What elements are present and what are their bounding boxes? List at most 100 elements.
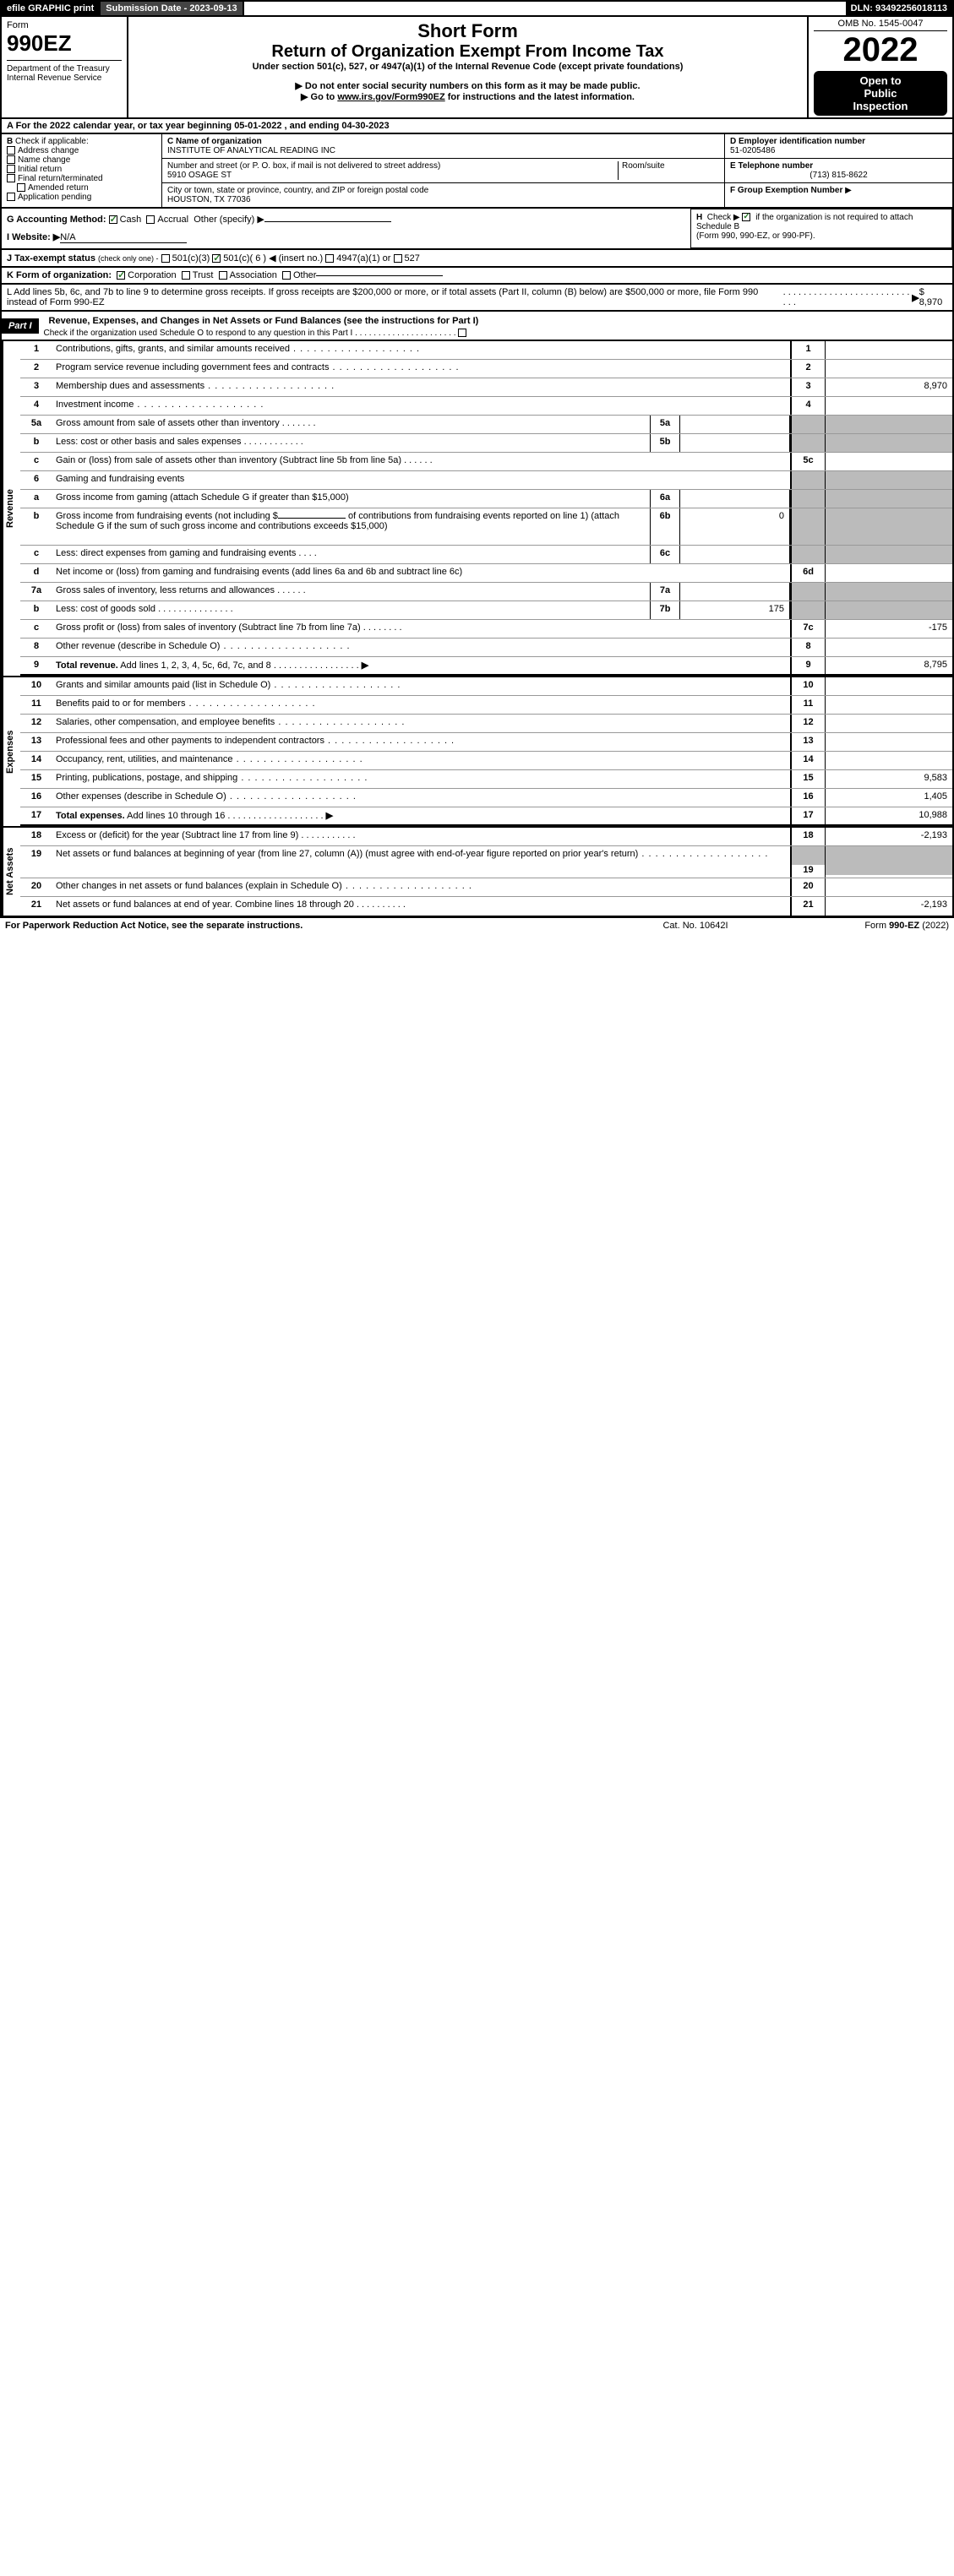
form-label: Form	[7, 20, 122, 30]
ein-value: 51-0205486	[730, 146, 947, 155]
line-12: 12Salaries, other compensation, and empl…	[20, 715, 952, 733]
other-method-input[interactable]	[264, 221, 391, 222]
section-c: C Name of organization INSTITUTE OF ANAL…	[162, 134, 724, 207]
section-h: H Check ▶ if the organization is not req…	[690, 209, 952, 248]
form-footer: For Paperwork Reduction Act Notice, see …	[0, 917, 954, 933]
line-2: 2Program service revenue including gover…	[20, 360, 952, 378]
line-10: 10Grants and similar amounts paid (list …	[20, 677, 952, 696]
line-7a: 7aGross sales of inventory, less returns…	[20, 583, 952, 601]
schedule-o-checkbox[interactable]	[458, 329, 466, 337]
line-5c: cGain or (loss) from sale of assets othe…	[20, 453, 952, 471]
phone-value: (713) 815-8622	[730, 171, 947, 180]
expenses-section: Expenses 10Grants and similar amounts pa…	[0, 677, 954, 828]
website-value: N/A	[60, 232, 187, 243]
501c-checkbox[interactable]	[212, 254, 221, 263]
line-16: 16Other expenses (describe in Schedule O…	[20, 789, 952, 807]
goto-link[interactable]: ▶ Go to www.irs.gov/Form990EZ for instru…	[134, 91, 802, 102]
dept-label: Department of the Treasury	[7, 64, 122, 73]
other-org-input[interactable]	[316, 275, 443, 276]
omb-number: OMB No. 1545-0047	[814, 19, 947, 31]
name-change-checkbox[interactable]	[7, 155, 15, 164]
line-5b: bLess: cost or other basis and sales exp…	[20, 434, 952, 453]
expenses-tab: Expenses	[2, 677, 17, 826]
4947-checkbox[interactable]	[325, 254, 334, 263]
line-6: 6Gaming and fundraising events	[20, 471, 952, 490]
line-6d: dNet income or (loss) from gaming and fu…	[20, 564, 952, 583]
527-checkbox[interactable]	[394, 254, 402, 263]
corporation-checkbox[interactable]	[117, 271, 125, 280]
cash-checkbox[interactable]	[109, 215, 117, 224]
under-section-text: Under section 501(c), 527, or 4947(a)(1)…	[134, 62, 802, 72]
line-15-value: 9,583	[826, 770, 952, 788]
line-9: 9Total revenue. Add lines 1, 2, 3, 4, 5c…	[20, 657, 952, 676]
line-18-value: -2,193	[826, 828, 952, 845]
footer-left: For Paperwork Reduction Act Notice, see …	[5, 921, 611, 931]
line-16-value: 1,405	[826, 789, 952, 807]
org-name: INSTITUTE OF ANALYTICAL READING INC	[167, 146, 335, 155]
form-number: 990EZ	[7, 30, 122, 57]
section-a-period: A For the 2022 calendar year, or tax yea…	[0, 119, 954, 134]
line-21: 21Net assets or fund balances at end of …	[20, 897, 952, 916]
part-1-badge: Part I	[2, 318, 39, 334]
line-6b-value: 0	[680, 508, 790, 545]
section-g: G Accounting Method: Cash Accrual Other …	[7, 214, 685, 225]
section-d-e-f: D Employer identification number 51-0205…	[724, 134, 952, 207]
app-pending-checkbox[interactable]	[7, 193, 15, 201]
footer-cat-no: Cat. No. 10642I	[611, 921, 780, 931]
sections-g-h: G Accounting Method: Cash Accrual Other …	[0, 209, 954, 250]
sections-b-c-d: B Check if applicable: Address change Na…	[0, 134, 954, 209]
line-1: 1Contributions, gifts, grants, and simil…	[20, 341, 952, 360]
line-7b: bLess: cost of goods sold . . . . . . . …	[20, 601, 952, 620]
line-21-value: -2,193	[826, 897, 952, 916]
submission-date-button[interactable]: Submission Date - 2023-09-13	[101, 2, 243, 15]
no-ssn-text: ▶ Do not enter social security numbers o…	[134, 80, 802, 91]
part-1-header-row: Part I Revenue, Expenses, and Changes in…	[0, 312, 954, 341]
net-assets-section: Net Assets 18Excess or (deficit) for the…	[0, 828, 954, 917]
net-assets-tab: Net Assets	[2, 828, 17, 916]
line-6c: cLess: direct expenses from gaming and f…	[20, 546, 952, 564]
501c3-checkbox[interactable]	[161, 254, 170, 263]
initial-return-checkbox[interactable]	[7, 165, 15, 173]
line-6a: aGross income from gaming (attach Schedu…	[20, 490, 952, 508]
line-9-value: 8,795	[826, 657, 952, 674]
room-suite-label: Room/suite	[618, 161, 719, 180]
schedule-b-checkbox[interactable]	[742, 213, 750, 221]
line-19: 19Net assets or fund balances at beginni…	[20, 846, 952, 878]
line-13: 13Professional fees and other payments t…	[20, 733, 952, 752]
line-4: 4Investment income4	[20, 397, 952, 416]
line-17-value: 10,988	[826, 807, 952, 824]
line-5a: 5aGross amount from sale of assets other…	[20, 416, 952, 434]
top-bar: efile GRAPHIC print Submission Date - 20…	[0, 0, 954, 17]
line-7c-value: -175	[826, 620, 952, 638]
line-18: 18Excess or (deficit) for the year (Subt…	[20, 828, 952, 846]
tax-year: 2022	[814, 31, 947, 69]
line-20: 20Other changes in net assets or fund ba…	[20, 878, 952, 897]
final-return-checkbox[interactable]	[7, 174, 15, 182]
line-14: 14Occupancy, rent, utilities, and mainte…	[20, 752, 952, 770]
line-11: 11Benefits paid to or for members11	[20, 696, 952, 715]
line-6b-contrib-input[interactable]	[278, 518, 346, 519]
line-17: 17Total expenses. Add lines 10 through 1…	[20, 807, 952, 826]
line-7b-value: 175	[680, 601, 790, 619]
irs-label: Internal Revenue Service	[7, 73, 122, 83]
short-form-title: Short Form	[134, 20, 802, 42]
open-to-public-badge: Open to Public Inspection	[814, 71, 947, 116]
address-change-checkbox[interactable]	[7, 146, 15, 155]
other-org-checkbox[interactable]	[282, 271, 291, 280]
gross-receipts-value: $ 8,970	[919, 287, 947, 307]
line-3-value: 8,970	[826, 378, 952, 396]
section-i: I Website: ▶N/A	[7, 231, 685, 243]
line-8: 8Other revenue (describe in Schedule O)8	[20, 639, 952, 657]
section-k: K Form of organization: Corporation Trus…	[0, 268, 954, 285]
part-1-title: Revenue, Expenses, and Changes in Net As…	[44, 313, 947, 329]
section-b: B Check if applicable: Address change Na…	[2, 134, 162, 207]
line-3: 3Membership dues and assessments38,970	[20, 378, 952, 397]
line-15: 15Printing, publications, postage, and s…	[20, 770, 952, 789]
trust-checkbox[interactable]	[182, 271, 190, 280]
line-7c: cGross profit or (loss) from sales of in…	[20, 620, 952, 639]
amended-return-checkbox[interactable]	[17, 183, 25, 192]
section-l: L Add lines 5b, 6c, and 7b to line 9 to …	[0, 285, 954, 312]
accrual-checkbox[interactable]	[146, 215, 155, 224]
association-checkbox[interactable]	[219, 271, 227, 280]
efile-print-button[interactable]: efile GRAPHIC print	[2, 2, 101, 15]
